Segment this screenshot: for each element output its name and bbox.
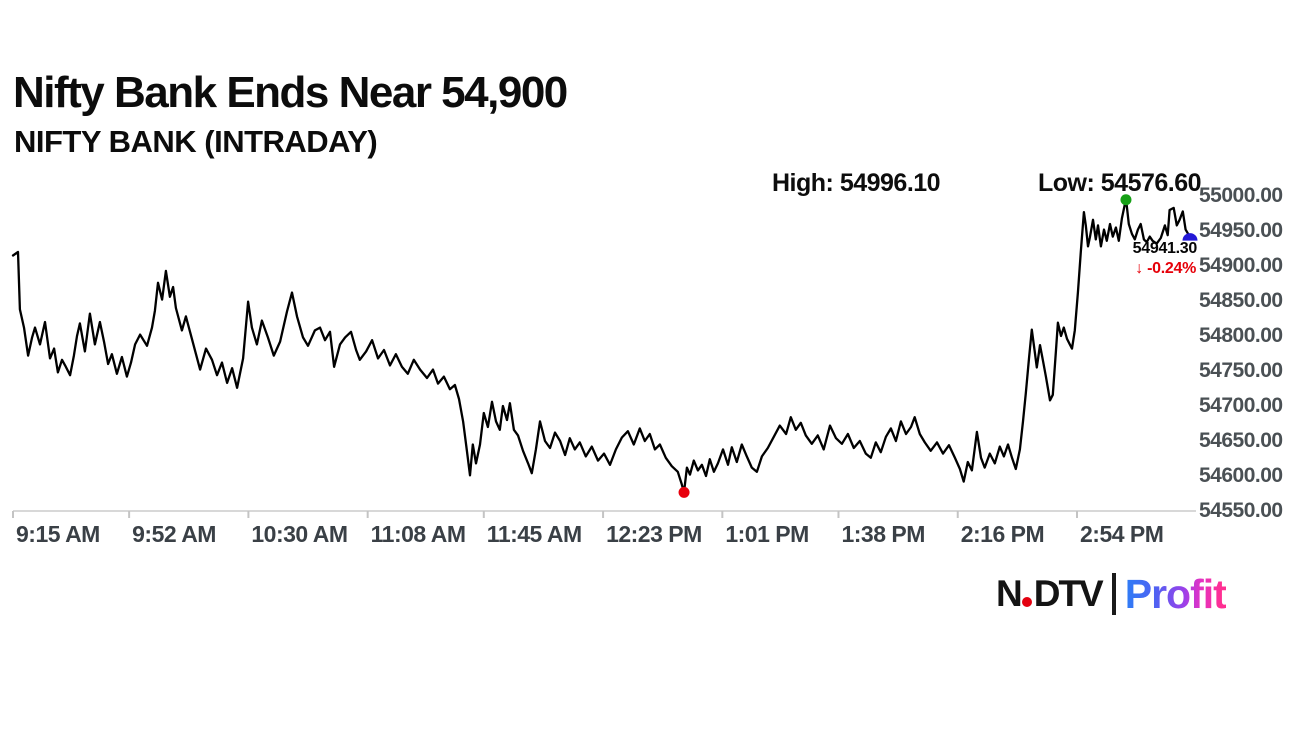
ndtv-letters-dtv: DTV: [1033, 573, 1104, 614]
logo-divider: [1111, 573, 1116, 615]
low-marker-dot: [678, 486, 690, 498]
page-title: Nifty Bank Ends Near 54,900: [13, 68, 568, 117]
x-axis-tick-label: 11:08 AM: [370, 521, 466, 547]
y-axis-tick-label: 54900.00: [1199, 254, 1283, 277]
y-axis-tick-label: 54950.00: [1199, 219, 1283, 242]
chart-subtitle: NIFTY BANK (INTRADAY): [14, 124, 378, 159]
y-axis-tick-label: 54550.00: [1199, 499, 1283, 522]
x-axis-tick-label: 2:16 PM: [960, 521, 1045, 547]
y-axis-tick-label: 54700.00: [1199, 394, 1283, 417]
low-annotation: Low: 54576.60: [1038, 169, 1202, 197]
y-axis-tick-label: 54750.00: [1199, 359, 1283, 382]
x-axis-tick-label: 1:38 PM: [841, 521, 925, 547]
x-axis-tick-label: 1:01 PM: [725, 521, 809, 547]
x-axis-tick-label: 9:52 AM: [132, 521, 216, 547]
profit-wordmark: Profit: [1124, 571, 1227, 617]
x-axis-tick-label: 10:30 AM: [251, 521, 348, 547]
close-marker: [1182, 233, 1198, 241]
x-axis-tick-label: 11:45 AM: [486, 521, 582, 547]
high-annotation: High: 54996.10: [772, 169, 941, 197]
ndtv-profit-logo: N DTV Profit: [996, 571, 1227, 617]
x-axis-tick-label: 9:15 AM: [16, 521, 100, 547]
red-dot-icon: [1021, 597, 1032, 607]
y-axis-tick-label: 55000.00: [1199, 184, 1283, 207]
change-label: ↓ -0.24%: [1135, 260, 1196, 278]
down-arrow-icon: ↓: [1135, 260, 1143, 277]
last-price-label: 54941.30: [1132, 240, 1198, 257]
ndtv-wordmark: N DTV: [996, 573, 1104, 614]
y-axis-tick-label: 54650.00: [1199, 429, 1283, 452]
x-axis-tick-label: 2:54 PM: [1080, 521, 1164, 547]
price-line: [11, 197, 1192, 494]
y-axis-tick-label: 54600.00: [1199, 464, 1283, 487]
x-axis-tick-label: 12:23 PM: [606, 521, 702, 547]
high-marker-dot: [1120, 194, 1132, 206]
change-percent: -0.24%: [1147, 260, 1196, 277]
y-axis-tick-label: 54850.00: [1199, 289, 1283, 312]
y-axis-tick-label: 54800.00: [1199, 324, 1283, 347]
ndtv-letter-n: N: [996, 573, 1023, 614]
